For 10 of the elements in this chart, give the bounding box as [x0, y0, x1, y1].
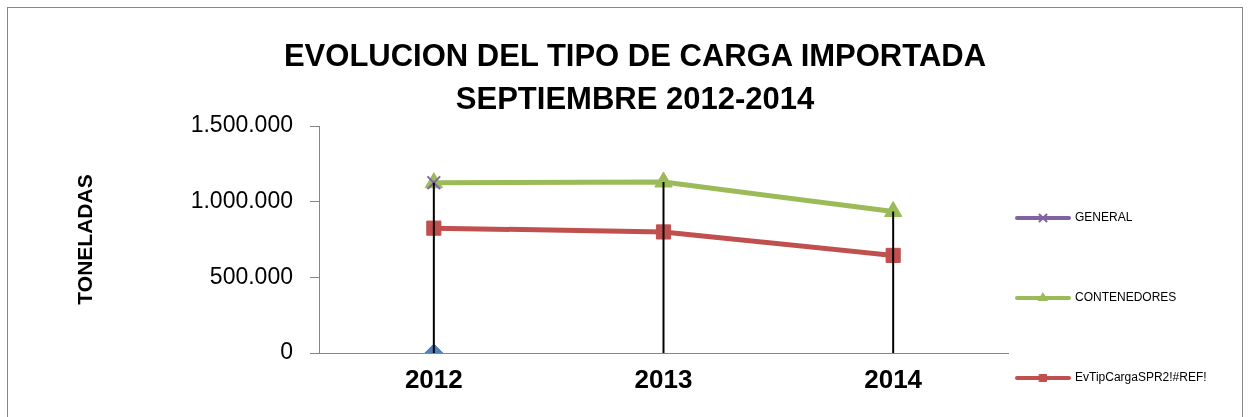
legend-label: EvTipCargaSPR2!#REF!	[1075, 370, 1207, 385]
legend-label: CONTENEDORES	[1075, 290, 1177, 305]
y-tick-label: 0	[280, 338, 293, 365]
x-tick-label: 2012	[404, 363, 463, 394]
legend-label: GENERAL	[1075, 210, 1133, 225]
x-tick-label: 2014	[864, 363, 923, 394]
y-tick-label: 1.000.000	[190, 187, 293, 214]
y-tick-label: 500.000	[209, 262, 293, 289]
x-tick-label: 2013	[634, 363, 693, 394]
y-axis-title: TONELADAS	[73, 174, 97, 305]
